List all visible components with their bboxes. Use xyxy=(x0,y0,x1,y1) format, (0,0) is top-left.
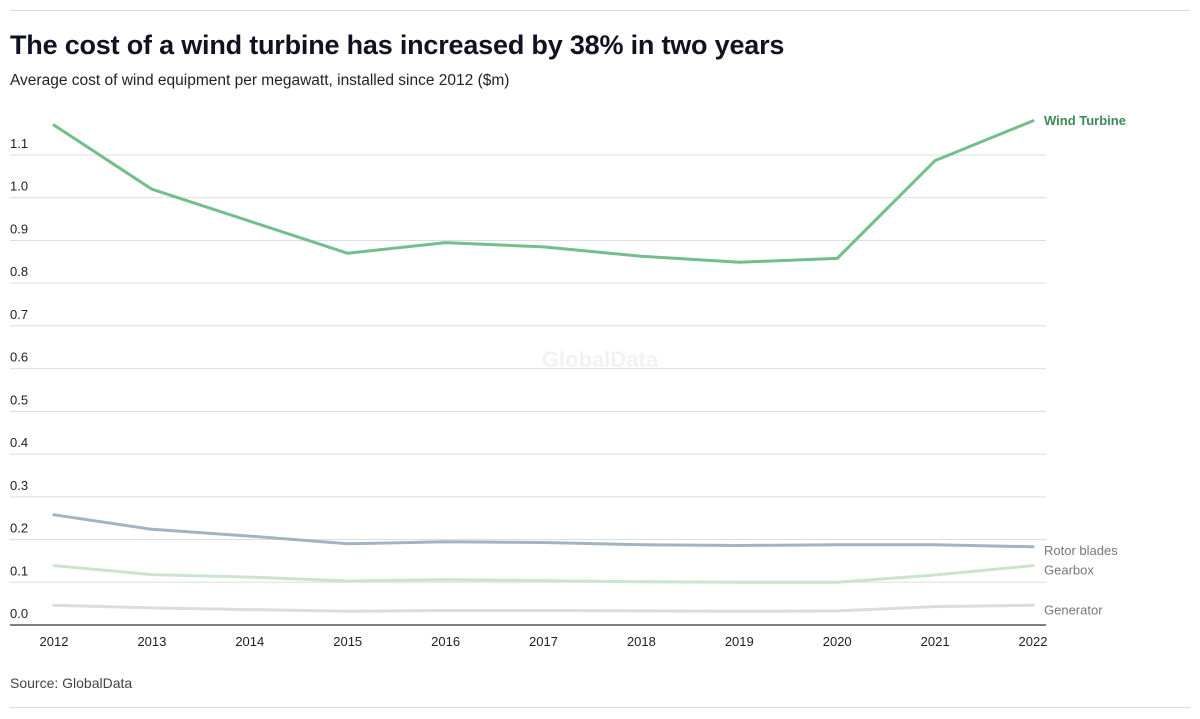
series-line-rotor-blades xyxy=(52,513,1035,549)
x-tick-label: 2012 xyxy=(40,634,69,649)
y-tick-label: 0.5 xyxy=(10,392,28,407)
series-labels: Wind Turbine Rotor blades Gearbox Generator xyxy=(1044,113,1126,618)
x-tick-label: 2015 xyxy=(333,634,362,649)
grid-lines xyxy=(10,154,1046,626)
series-line-generator xyxy=(52,603,1035,613)
chart-subtitle: Average cost of wind equipment per megaw… xyxy=(10,72,510,89)
top-divider xyxy=(10,10,1190,11)
source-note: Source: GlobalData xyxy=(10,675,133,691)
x-tick-label: 2021 xyxy=(921,634,950,649)
y-axis-ticks: 0.0 0.1 0.2 0.3 0.4 0.5 0.6 0.7 0.8 0.9 1.0 1.1 xyxy=(10,136,28,621)
series-line-wind-turbine xyxy=(52,119,1035,264)
watermark: GlobalData xyxy=(542,347,659,372)
series-label-rotor-blades: Rotor blades xyxy=(1044,543,1118,558)
y-tick-label: 0.9 xyxy=(10,221,28,236)
x-tick-label: 2013 xyxy=(137,634,166,649)
series-lines xyxy=(52,119,1035,613)
series-label-gearbox: Gearbox xyxy=(1044,563,1094,578)
y-tick-label: 0.7 xyxy=(10,307,28,322)
y-tick-label: 0.4 xyxy=(10,435,28,450)
x-tick-label: 2014 xyxy=(235,634,264,649)
series-label-generator: Generator xyxy=(1044,602,1103,617)
series-line-gearbox xyxy=(52,564,1035,584)
chart-title: The cost of a wind turbine has increased… xyxy=(10,30,785,60)
x-tick-label: 2017 xyxy=(529,634,558,649)
x-tick-label: 2016 xyxy=(431,634,460,649)
y-tick-label: 1.1 xyxy=(10,136,28,151)
x-tick-label: 2020 xyxy=(823,634,852,649)
y-tick-label: 0.2 xyxy=(10,521,28,536)
y-tick-label: 0.8 xyxy=(10,264,28,279)
y-tick-label: 0.1 xyxy=(10,563,28,578)
x-axis-ticks: 2012 2013 2014 2015 2016 2017 2018 2019 2020 2021… xyxy=(40,634,1048,649)
x-tick-label: 2022 xyxy=(1019,634,1048,649)
bottom-divider xyxy=(10,707,1190,708)
y-tick-label: 0.0 xyxy=(10,606,28,621)
x-tick-label: 2019 xyxy=(725,634,754,649)
y-tick-label: 1.0 xyxy=(10,179,28,194)
y-tick-label: 0.6 xyxy=(10,350,28,365)
series-label-wind-turbine: Wind Turbine xyxy=(1044,113,1126,128)
y-tick-label: 0.3 xyxy=(10,478,28,493)
x-tick-label: 2018 xyxy=(627,634,656,649)
